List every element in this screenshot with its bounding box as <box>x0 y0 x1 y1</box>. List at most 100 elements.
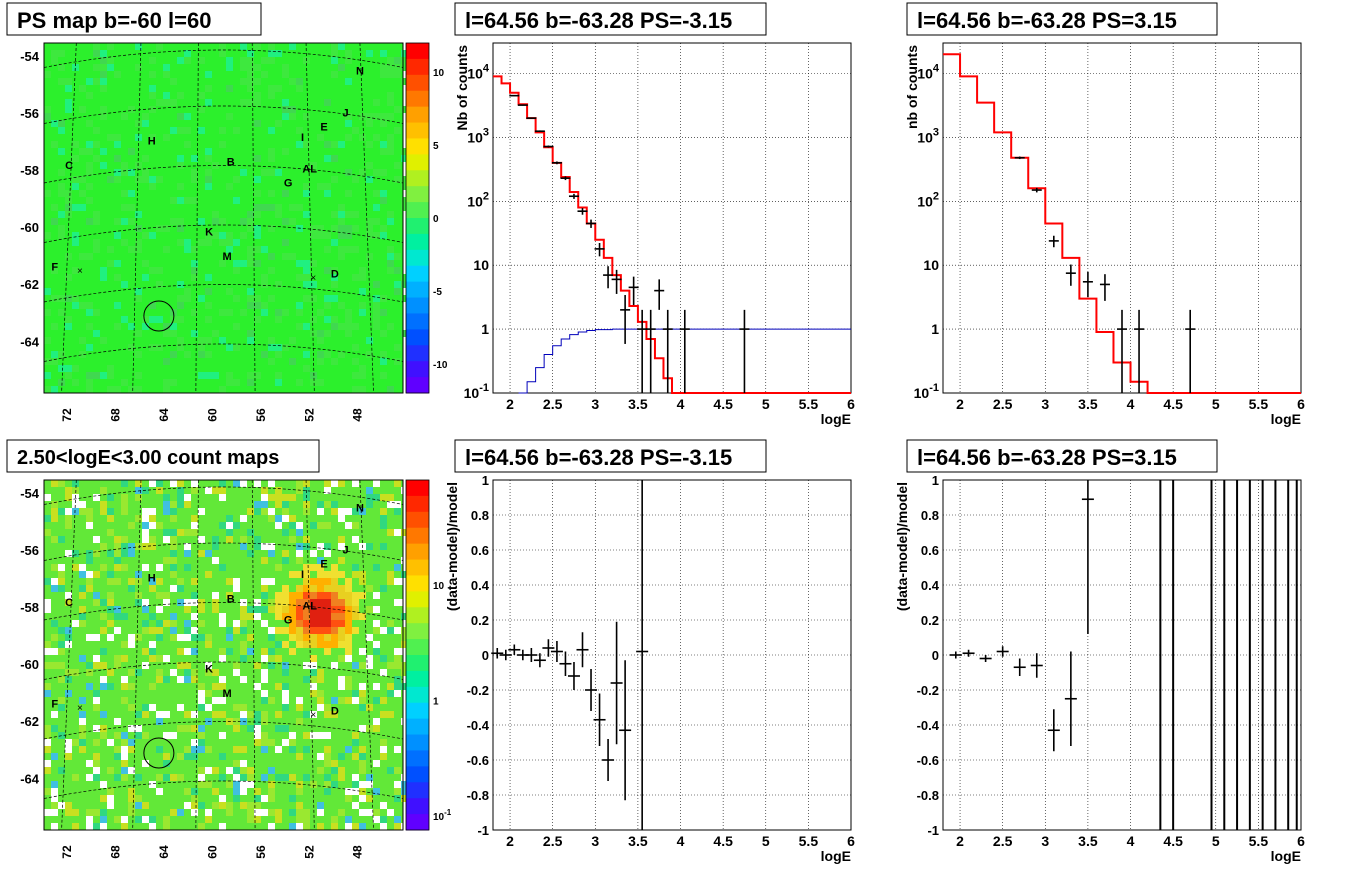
map-pixel <box>331 781 338 788</box>
source-marker: × <box>77 703 83 714</box>
map-pixel <box>65 323 72 330</box>
map-pixel <box>240 648 247 655</box>
map-pixel <box>261 655 268 662</box>
map-pixel <box>44 337 51 344</box>
map-pixel <box>205 351 212 358</box>
map-pixel <box>254 816 261 823</box>
map-pixel <box>114 718 121 725</box>
x-tick-label: 72 <box>60 845 74 859</box>
map-pixel <box>184 676 191 683</box>
map-pixel <box>380 225 387 232</box>
x-tick-label: 2 <box>956 396 964 412</box>
map-pixel <box>72 487 79 494</box>
map-pixel <box>149 232 156 239</box>
map-pixel <box>114 816 121 823</box>
map-pixel <box>289 746 296 753</box>
map-pixel <box>282 218 289 225</box>
map-pixel <box>324 781 331 788</box>
map-pixel <box>226 781 233 788</box>
map-pixel <box>310 225 317 232</box>
map-pixel <box>282 585 289 592</box>
map-pixel <box>310 260 317 267</box>
map-pixel <box>58 78 65 85</box>
map-pixel <box>100 57 107 64</box>
map-pixel <box>240 620 247 627</box>
map-pixel <box>184 627 191 634</box>
map-pixel <box>331 823 338 830</box>
map-pixel <box>170 557 177 564</box>
x-tick-label: 3 <box>591 396 599 412</box>
map-pixel <box>177 648 184 655</box>
map-pixel <box>345 508 352 515</box>
map-pixel <box>170 99 177 106</box>
map-pixel <box>387 529 394 536</box>
map-pixel <box>100 501 107 508</box>
map-pixel <box>373 302 380 309</box>
map-pixel <box>135 816 142 823</box>
map-pixel <box>65 592 72 599</box>
map-pixel <box>184 599 191 606</box>
map-pixel <box>296 204 303 211</box>
map-pixel <box>163 386 170 393</box>
map-pixel <box>401 57 408 64</box>
map-pixel <box>107 260 114 267</box>
map-pixel <box>128 190 135 197</box>
map-pixel <box>233 627 240 634</box>
map-pixel <box>205 99 212 106</box>
map-pixel <box>51 120 58 127</box>
map-pixel <box>177 197 184 204</box>
map-pixel <box>128 585 135 592</box>
map-pixel <box>65 487 72 494</box>
map-pixel <box>387 683 394 690</box>
graticule-latitude <box>43 284 404 303</box>
x-tick-label: 68 <box>108 845 122 859</box>
map-pixel <box>226 309 233 316</box>
map-pixel <box>338 218 345 225</box>
map-pixel <box>65 253 72 260</box>
map-pixel <box>51 795 58 802</box>
map-pixel <box>184 550 191 557</box>
map-pixel <box>198 634 205 641</box>
map-pixel <box>219 823 226 830</box>
map-pixel <box>240 704 247 711</box>
map-pixel <box>72 204 79 211</box>
map-pixel <box>345 676 352 683</box>
map-pixel <box>310 281 317 288</box>
map-pixel <box>86 522 93 529</box>
map-pixel <box>366 218 373 225</box>
map-pixel <box>205 337 212 344</box>
map-pixel <box>121 162 128 169</box>
map-pixel <box>184 288 191 295</box>
map-pixel <box>72 774 79 781</box>
map-pixel <box>205 641 212 648</box>
map-pixel <box>205 816 212 823</box>
map-pixel <box>191 711 198 718</box>
colorbar-cell <box>406 511 429 529</box>
map-pixel <box>317 753 324 760</box>
map-pixel <box>212 697 219 704</box>
title-bot-mid: l=64.56 b=-63.28 PS=-3.15 <box>454 439 767 473</box>
colorbar-cell <box>406 670 429 688</box>
map-pixel <box>289 599 296 606</box>
map-pixel <box>352 613 359 620</box>
map-pixel <box>275 746 282 753</box>
map-pixel <box>401 155 408 162</box>
map-pixel <box>149 267 156 274</box>
map-pixel <box>233 788 240 795</box>
map-pixel <box>184 50 191 57</box>
map-pixel <box>359 613 366 620</box>
colorbar-tick-label: 10-1 <box>433 808 452 823</box>
map-pixel <box>79 620 86 627</box>
map-pixel <box>93 141 100 148</box>
map-pixel <box>387 627 394 634</box>
map-pixel <box>324 648 331 655</box>
map-pixel <box>86 585 93 592</box>
map-pixel <box>156 788 163 795</box>
map-pixel <box>324 351 331 358</box>
map-pixel <box>58 64 65 71</box>
map-pixel <box>261 711 268 718</box>
map-pixel <box>261 620 268 627</box>
map-pixel <box>401 487 408 494</box>
map-pixel <box>338 585 345 592</box>
map-pixel <box>352 176 359 183</box>
